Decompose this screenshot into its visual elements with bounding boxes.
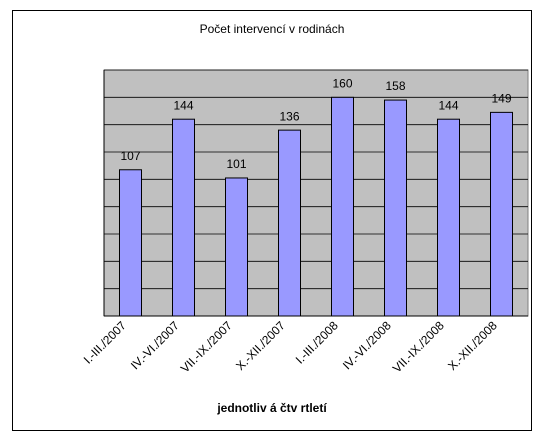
bar [384,99,407,317]
data-label: 149 [491,92,511,106]
data-label: 101 [226,157,246,171]
data-label: 107 [120,149,140,163]
data-label: 160 [332,77,352,91]
data-label: 158 [385,79,405,93]
data-label: 136 [279,109,299,123]
bar [278,129,301,317]
plot-area [103,69,529,317]
bar [225,177,248,317]
bar [331,96,354,317]
bar [172,118,195,317]
bar [437,118,460,317]
bar [119,169,142,317]
bar [490,111,513,317]
chart-title: Počet intervencí v rodinách [200,22,345,36]
x-axis-title: jednotliv á čtv rtletí [216,401,327,415]
data-label: 144 [438,98,458,112]
data-label: 144 [173,98,193,112]
